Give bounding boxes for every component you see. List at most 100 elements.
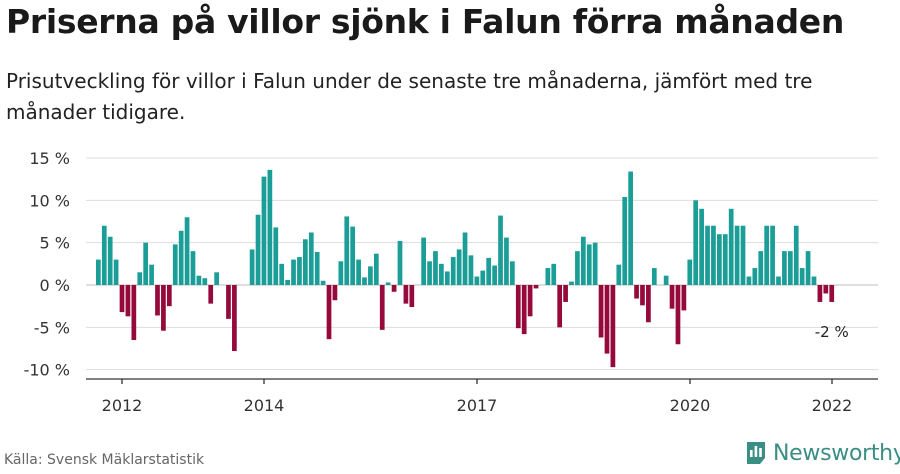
brand-name: Newsworthy [773,440,900,466]
bar [521,285,527,335]
bar [592,242,598,285]
bar [397,240,403,285]
bar [308,232,314,285]
newsworthy-logo: Newsworthy [745,440,900,466]
bar [391,285,397,292]
bar [746,276,752,285]
bars [95,169,835,368]
bar [492,265,497,285]
bar [793,225,799,285]
bar [580,236,586,285]
bar [776,276,781,285]
y-tick-label: -5 % [34,318,70,337]
source-note: Källa: Svensk Mäklarstatistik [4,452,205,468]
bar [498,215,503,285]
bar [131,285,137,341]
bar [782,251,787,285]
bar [646,285,651,323]
bar [705,225,710,285]
bar [125,285,131,317]
bar [95,259,101,285]
bar [699,208,704,285]
bar [291,259,296,285]
y-tick-label: 0 % [40,276,70,295]
y-tick-label: -10 % [24,361,70,380]
chart-subtitle: Prisutveckling för villor i Falun under … [6,69,813,124]
bar [403,285,409,304]
bar [143,242,149,285]
bar [409,285,415,308]
bar [338,261,344,285]
bar [373,253,379,285]
bar [681,285,687,311]
bar [427,261,432,285]
bar [486,257,492,285]
bar [468,255,474,285]
bar [462,232,468,285]
bar [752,268,758,285]
bar [575,251,580,285]
bar [456,249,462,285]
bar [208,285,214,304]
bar [634,285,639,299]
bar [214,272,220,285]
bar [764,225,770,285]
bar [368,266,373,285]
bar [527,285,533,317]
bar [303,239,308,285]
bar [586,244,592,285]
bar [255,214,261,285]
bar [628,171,634,285]
bar [693,200,699,285]
bar [450,257,456,285]
bar [510,261,515,285]
x-tick-label: 2020 [670,396,711,415]
bar [249,249,255,285]
bar [444,271,450,285]
bar [421,237,427,285]
bar [480,270,486,285]
bar [196,275,202,285]
bar [669,285,675,309]
bar [622,196,628,285]
bar [149,264,154,285]
bar [178,230,184,285]
bar [261,176,267,285]
bar [758,251,764,285]
bar [474,276,480,285]
bar [172,244,178,285]
newsworthy-logo-icon [747,442,765,464]
bar [799,268,805,285]
bar [314,251,320,285]
x-tick-label: 2022 [812,396,853,415]
bar [610,285,616,368]
bar [320,280,326,285]
bar [232,285,237,352]
bar [557,285,563,328]
bar [687,259,693,285]
bar [734,225,740,285]
bar [267,169,273,285]
bar [285,279,290,285]
bar [598,285,604,338]
bar [787,251,793,285]
bar [717,234,722,285]
bar [202,278,208,285]
bar [823,285,829,294]
bar [740,225,746,285]
bar [563,285,568,302]
last-value-annotation: -2 % [815,323,849,341]
bar [439,263,444,285]
bar [722,234,728,285]
y-tick-label: 15 % [29,149,70,168]
bar [433,251,438,285]
bar [362,277,367,285]
bar [332,285,338,301]
bar [616,264,622,285]
bar [504,237,509,285]
bar [356,259,361,285]
y-tick-label: 5 % [40,234,70,253]
chart-title: Priserna på villor sjönk i Falun förra m… [6,2,845,41]
bar [770,225,775,285]
